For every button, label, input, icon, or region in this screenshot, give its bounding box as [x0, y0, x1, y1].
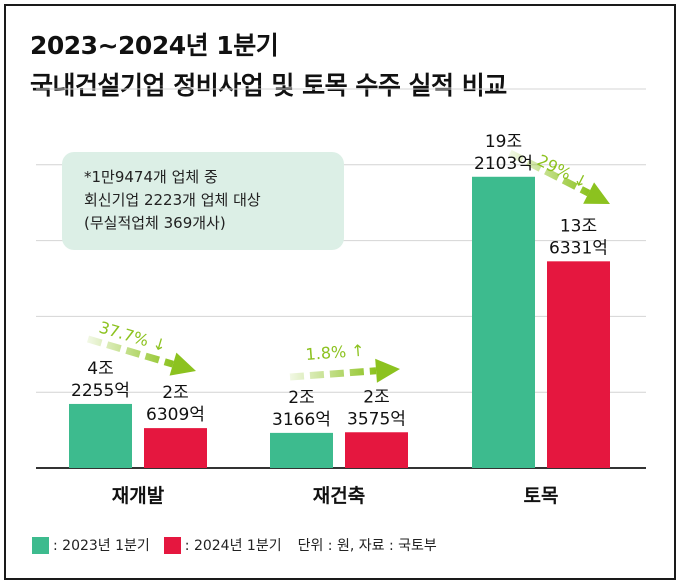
change-arrow-shaft-reconstruction: [289, 367, 377, 381]
change-direction-icon: ↑: [351, 341, 366, 361]
legend-swatch-2024: [163, 536, 181, 554]
note-line-3: (무실적업체 369개사): [84, 214, 226, 232]
value-label-reconstruction-2023-line1: 2조: [288, 388, 314, 408]
bar-civil-2023: [472, 176, 535, 468]
value-label-civil-2023-line2: 2103억: [474, 154, 533, 174]
value-label-redevelopment-2023-line2: 2255억: [71, 381, 130, 401]
value-label-civil-2024-line2: 6331억: [549, 238, 608, 258]
legend: : 2023년 1분기 : 2024년 1분기 단위 : 원, 자료 : 국토부: [32, 533, 437, 557]
legend-label-2024: : 2024년 1분기: [184, 538, 282, 554]
value-label-redevelopment-2024-line1: 2조: [162, 383, 188, 403]
legend-swatch-2023: [32, 536, 49, 554]
bar-reconstruction-2023: [270, 432, 333, 468]
change-arrow-head-civil: [583, 182, 610, 204]
change-label-civil: 29% ↓: [534, 151, 591, 192]
note-line-2: 회신기업 2223개 업체 대상: [84, 191, 261, 209]
value-label-civil-2024-line1: 13조: [560, 216, 597, 236]
bar-civil-2024: [547, 261, 610, 468]
chart-title-line2: 국내건설기업 정비사업 및 토목 수주 실적 비교: [30, 71, 507, 100]
note-line-1: *1만9474개 업체 중: [84, 168, 218, 186]
value-label-reconstruction-2023-line2: 3166억: [272, 410, 331, 430]
change-direction-icon: ↓: [150, 334, 168, 356]
bar-redevelopment-2023: [69, 403, 132, 468]
category-label-civil: 토목: [524, 485, 559, 507]
change-arrow-shaft-civil: [508, 149, 591, 197]
legend-label-2023: : 2023년 1분기: [53, 538, 150, 554]
change-label-reconstruction: 1.8% ↑: [305, 341, 365, 364]
value-label-reconstruction-2024-line1: 2조: [363, 387, 389, 407]
change-arrow-shaft-redevelopment: [87, 335, 174, 368]
value-label-redevelopment-2024-line2: 6309억: [146, 405, 205, 425]
category-label-redevelopment: 재개발: [112, 485, 165, 507]
chart-title-line1: 2023~2024년 1분기: [30, 31, 279, 60]
bar-redevelopment-2024: [144, 428, 207, 468]
survey-note-box: *1만9474개 업체 중 회신기업 2223개 업체 대상 (무실적업체 36…: [62, 152, 344, 250]
value-label-redevelopment-2023-line1: 4조: [87, 359, 113, 379]
change-arrow-head-reconstruction: [375, 358, 400, 383]
value-label-reconstruction-2024-line2: 3575억: [347, 409, 406, 429]
change-arrow-head-redevelopment: [169, 352, 196, 376]
unit-source-note: 단위 : 원, 자료 : 국토부: [297, 538, 437, 554]
category-label-reconstruction: 재건축: [313, 485, 365, 507]
value-label-civil-2023-line1: 19조: [485, 132, 522, 152]
bar-reconstruction-2024: [345, 432, 408, 468]
